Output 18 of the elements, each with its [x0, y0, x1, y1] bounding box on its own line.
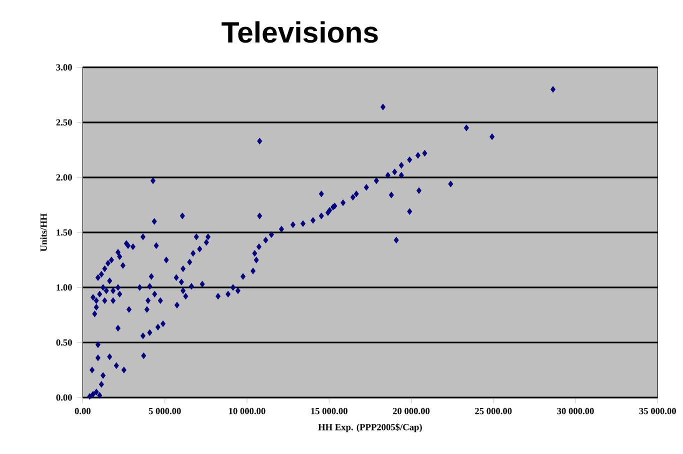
y-tick-label: 0.00 — [56, 394, 72, 401]
x-tick-label: 15 000.00 — [311, 408, 348, 414]
y-tick-label: 2.00 — [56, 174, 72, 181]
y-tick-label: 0.50 — [56, 340, 72, 346]
y-tick-label: 3.00 — [56, 64, 72, 71]
x-tick-label: 20 000.00 — [392, 408, 430, 414]
x-axis-title: HH Exp. (PPP2005$/Cap) — [318, 424, 422, 432]
x-tick-label: 25 000.00 — [475, 408, 512, 414]
x-tick-label: 10 000.00 — [229, 408, 266, 414]
x-tick-label: 5 000.00 — [148, 408, 181, 414]
y-tick-label: 1.50 — [56, 229, 72, 236]
y-tick-label: 2.50 — [56, 119, 72, 126]
x-tick-label: 30 000.00 — [557, 408, 594, 414]
chart-title: Televisions — [222, 21, 378, 44]
x-tick-label: 35 000.00 — [639, 408, 676, 414]
x-tick-label: 0.00 — [74, 408, 91, 414]
y-tick-label: 1.00 — [56, 284, 72, 291]
y-axis-title: Units/HH — [40, 214, 47, 252]
